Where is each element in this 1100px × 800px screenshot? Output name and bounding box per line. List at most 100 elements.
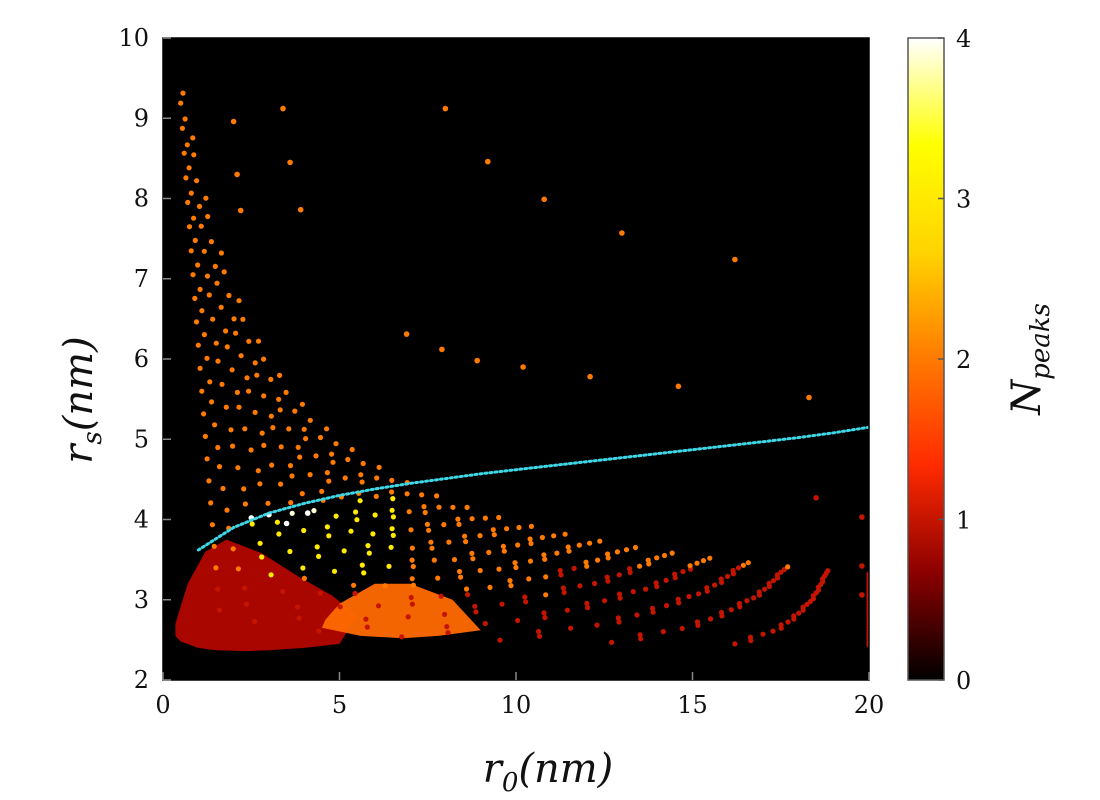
data-point [712, 582, 718, 588]
data-point [289, 473, 295, 479]
data-point [370, 531, 376, 537]
data-point [277, 372, 283, 378]
data-point [196, 203, 203, 209]
data-point [197, 365, 203, 371]
data-point [228, 427, 234, 433]
data-point [307, 472, 313, 478]
data-point [390, 496, 396, 502]
data-point [403, 331, 410, 337]
data-point [410, 582, 416, 588]
data-point [482, 620, 488, 627]
colorbar-tick-label: 3 [956, 186, 971, 214]
data-point [361, 570, 367, 576]
y-tick-label: 5 [134, 425, 149, 453]
data-point [300, 565, 306, 571]
data-point [732, 641, 738, 647]
data-point [207, 379, 213, 385]
data-point [316, 628, 322, 634]
data-point [649, 605, 656, 612]
data-point [707, 555, 713, 561]
data-point [307, 417, 313, 423]
data-point [280, 588, 286, 595]
data-point [496, 566, 502, 572]
data-point [470, 556, 476, 562]
data-point [190, 272, 196, 278]
data-point [297, 454, 303, 460]
data-point [204, 355, 210, 361]
data-point [236, 404, 242, 410]
data-point [637, 632, 643, 638]
data-point [456, 568, 463, 575]
data-point [770, 628, 776, 634]
data-point [522, 594, 528, 600]
data-point [735, 565, 742, 571]
data-point [192, 295, 198, 301]
data-point [568, 625, 574, 631]
colorbar-tick-label: 2 [956, 346, 971, 374]
colorbar-tick-label: 4 [956, 25, 971, 53]
data-point [499, 601, 505, 607]
data-point [240, 316, 246, 322]
data-point [399, 634, 405, 640]
data-point [541, 610, 547, 616]
data-point [208, 239, 214, 245]
data-point [756, 589, 762, 595]
data-point [508, 583, 514, 589]
data-point [487, 584, 493, 591]
data-point [216, 464, 223, 470]
data-point [462, 533, 468, 539]
data-point [268, 413, 274, 419]
data-point [536, 633, 543, 639]
data-point [301, 575, 307, 582]
data-point [543, 592, 549, 598]
data-point [220, 485, 226, 492]
data-point [526, 576, 532, 582]
data-point [516, 524, 522, 531]
data-point [458, 574, 464, 580]
data-point [295, 444, 301, 450]
data-point [199, 388, 205, 394]
x-axis-ticks: 0 5 10 15 20 [155, 672, 884, 719]
data-point [704, 585, 710, 591]
data-point [209, 522, 215, 528]
data-point [331, 568, 338, 574]
data-point [218, 250, 224, 256]
data-point [365, 543, 371, 549]
data-point [243, 601, 250, 607]
data-point [382, 583, 388, 589]
data-point [528, 540, 534, 547]
data-point [409, 557, 415, 563]
data-point [627, 566, 633, 572]
x-tick-label: 10 [501, 691, 532, 719]
data-point [299, 401, 305, 407]
data-point [242, 426, 248, 432]
region-1 [175, 539, 358, 652]
data-point [785, 619, 791, 625]
data-point [619, 230, 625, 236]
data-point [507, 578, 513, 584]
data-point [324, 426, 330, 432]
data-point [221, 269, 227, 275]
data-point [206, 292, 212, 298]
data-point [663, 603, 670, 609]
data-point [541, 196, 547, 203]
data-point [216, 607, 223, 613]
data-point [185, 199, 191, 205]
data-point [261, 393, 267, 399]
data-point [566, 548, 572, 554]
data-point [859, 592, 865, 598]
data-point [740, 562, 747, 568]
data-point [687, 563, 693, 569]
data-point [341, 548, 347, 554]
data-point [201, 411, 207, 417]
data-point [527, 536, 533, 542]
data-point [224, 507, 230, 513]
data-point [541, 552, 547, 558]
data-point [728, 607, 734, 613]
data-point [560, 585, 567, 591]
data-point [358, 472, 364, 478]
data-point [680, 569, 686, 575]
data-point [252, 360, 258, 366]
data-point [188, 248, 194, 254]
data-point [686, 593, 692, 600]
